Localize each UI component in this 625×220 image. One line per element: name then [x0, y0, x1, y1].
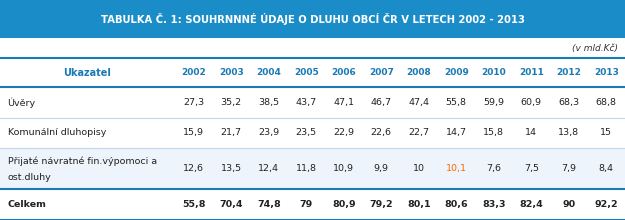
Text: 2013: 2013 [594, 68, 619, 77]
Text: 2011: 2011 [519, 68, 544, 77]
Text: 13,8: 13,8 [558, 128, 579, 138]
Text: 74,8: 74,8 [257, 200, 281, 209]
Text: 2003: 2003 [219, 68, 244, 77]
Text: 47,4: 47,4 [408, 98, 429, 107]
Text: 68,8: 68,8 [596, 98, 617, 107]
Text: 15: 15 [600, 128, 612, 138]
Text: 10,9: 10,9 [333, 164, 354, 173]
Text: 13,5: 13,5 [221, 164, 242, 173]
Text: 27,3: 27,3 [183, 98, 204, 107]
Text: 2007: 2007 [369, 68, 394, 77]
Text: 2009: 2009 [444, 68, 469, 77]
Text: 60,9: 60,9 [521, 98, 542, 107]
Text: 2005: 2005 [294, 68, 319, 77]
Text: Komunální dluhopisy: Komunální dluhopisy [8, 128, 106, 138]
Text: 83,3: 83,3 [482, 200, 506, 209]
Text: 10,1: 10,1 [446, 164, 467, 173]
Text: 7,5: 7,5 [524, 164, 539, 173]
Text: 2010: 2010 [481, 68, 506, 77]
Text: 14: 14 [525, 128, 538, 138]
Text: 46,7: 46,7 [371, 98, 392, 107]
Text: 70,4: 70,4 [219, 200, 243, 209]
Text: 22,6: 22,6 [371, 128, 392, 138]
Text: 12,4: 12,4 [258, 164, 279, 173]
Text: 80,9: 80,9 [332, 200, 356, 209]
Text: 22,7: 22,7 [408, 128, 429, 138]
Text: 23,9: 23,9 [258, 128, 279, 138]
Text: 9,9: 9,9 [374, 164, 389, 173]
Text: 2006: 2006 [331, 68, 356, 77]
Text: 35,2: 35,2 [221, 98, 242, 107]
Text: 92,2: 92,2 [594, 200, 618, 209]
Text: 80,6: 80,6 [444, 200, 468, 209]
Text: 68,3: 68,3 [558, 98, 579, 107]
Text: 7,9: 7,9 [561, 164, 576, 173]
Text: 12,6: 12,6 [183, 164, 204, 173]
Text: 47,1: 47,1 [333, 98, 354, 107]
Text: 23,5: 23,5 [296, 128, 317, 138]
Text: 14,7: 14,7 [446, 128, 467, 138]
Text: 2002: 2002 [181, 68, 206, 77]
Text: 15,8: 15,8 [483, 128, 504, 138]
Text: 90: 90 [562, 200, 576, 209]
Text: 55,8: 55,8 [446, 98, 467, 107]
Text: Úvěry: Úvěry [8, 97, 36, 108]
Text: 2008: 2008 [406, 68, 431, 77]
Text: 43,7: 43,7 [296, 98, 317, 107]
Text: 22,9: 22,9 [333, 128, 354, 138]
Text: ost.dluhy: ost.dluhy [8, 173, 51, 182]
Text: 15,9: 15,9 [183, 128, 204, 138]
Text: 79: 79 [299, 200, 313, 209]
Text: Přijaté návratné fin.výpomoci a: Přijaté návratné fin.výpomoci a [8, 157, 157, 166]
Text: 10: 10 [412, 164, 425, 173]
Text: 2012: 2012 [556, 68, 581, 77]
Text: 8,4: 8,4 [599, 164, 614, 173]
Text: 55,8: 55,8 [182, 200, 206, 209]
Text: 11,8: 11,8 [296, 164, 317, 173]
Text: (v mld.Kč): (v mld.Kč) [571, 44, 618, 53]
Text: Celkem: Celkem [8, 200, 46, 209]
Text: 79,2: 79,2 [369, 200, 393, 209]
Text: 21,7: 21,7 [221, 128, 242, 138]
Text: TABULKA Č. 1: SOUHRNNNÉ ÚDAJE O DLUHU OBCÍ ČR V LETECH 2002 - 2013: TABULKA Č. 1: SOUHRNNNÉ ÚDAJE O DLUHU OB… [101, 13, 524, 25]
Text: Ukazatel: Ukazatel [64, 68, 111, 78]
Text: 2004: 2004 [256, 68, 281, 77]
Text: 82,4: 82,4 [519, 200, 543, 209]
Text: 7,6: 7,6 [486, 164, 501, 173]
Text: 80,1: 80,1 [407, 200, 431, 209]
Text: 38,5: 38,5 [258, 98, 279, 107]
Text: 59,9: 59,9 [483, 98, 504, 107]
